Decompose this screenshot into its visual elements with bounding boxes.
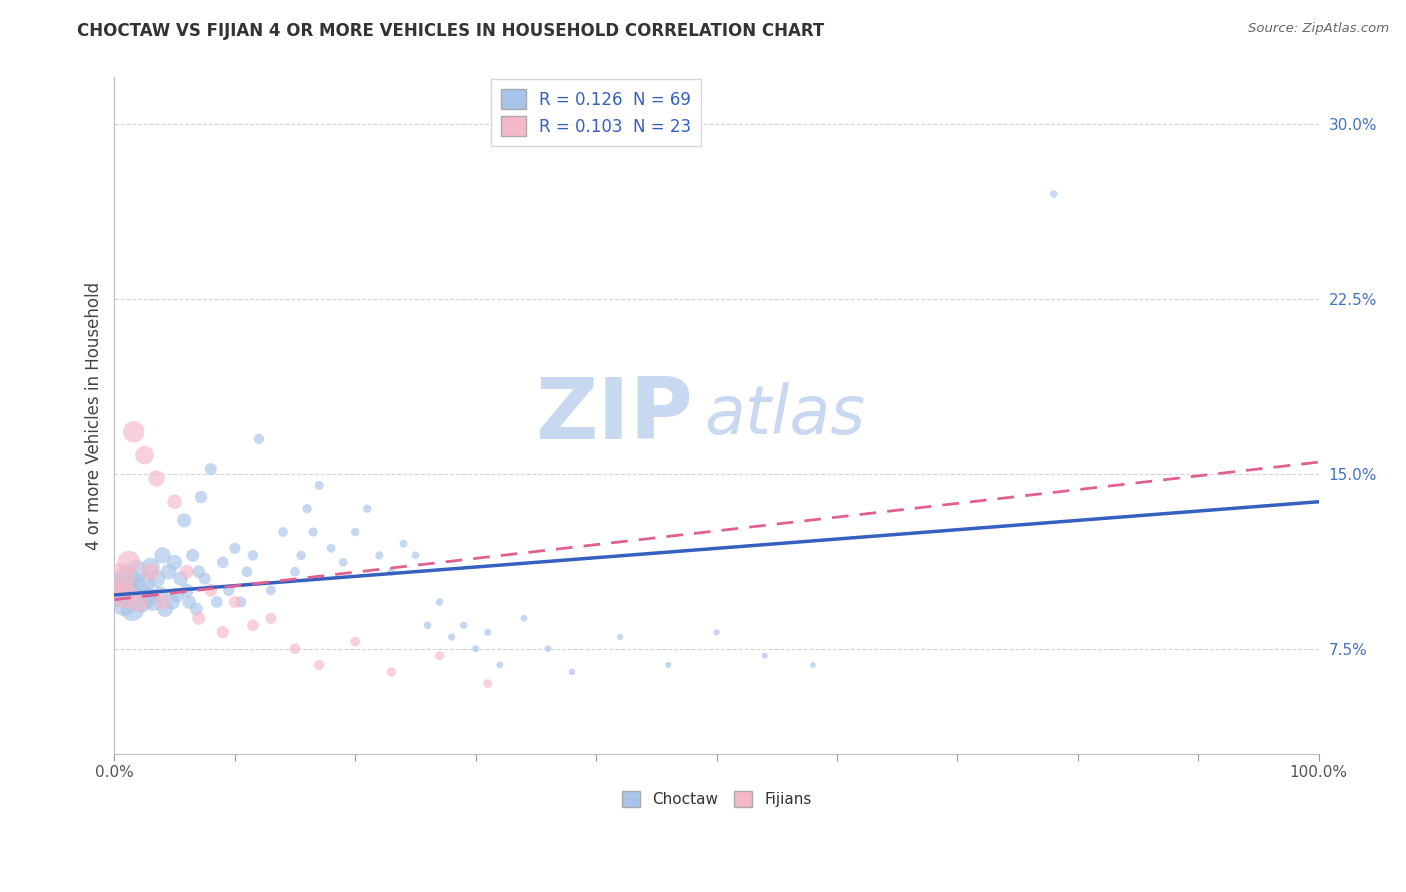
Point xyxy=(218,583,240,598)
Point xyxy=(302,524,325,539)
Point xyxy=(187,565,209,579)
Point xyxy=(163,555,186,569)
Point xyxy=(110,583,132,598)
Point xyxy=(429,648,451,663)
Point xyxy=(187,611,209,625)
Point xyxy=(1042,186,1064,201)
Point xyxy=(405,549,427,563)
Point xyxy=(177,595,200,609)
Point xyxy=(160,595,183,609)
Point xyxy=(344,524,367,539)
Point xyxy=(186,602,208,616)
Point xyxy=(513,611,536,625)
Point xyxy=(464,641,486,656)
Point xyxy=(134,576,156,591)
Point xyxy=(145,572,167,586)
Point xyxy=(754,648,776,663)
Point xyxy=(122,425,145,439)
Point xyxy=(561,665,583,679)
Point xyxy=(706,625,728,640)
Point xyxy=(657,657,679,672)
Point xyxy=(356,501,378,516)
Point xyxy=(152,595,174,609)
Text: atlas: atlas xyxy=(704,383,866,449)
Point xyxy=(112,595,135,609)
Point xyxy=(157,565,180,579)
Point xyxy=(295,501,318,516)
Point xyxy=(125,565,148,579)
Point xyxy=(321,541,343,556)
Point xyxy=(118,555,141,569)
Point xyxy=(453,618,475,632)
Point xyxy=(247,432,270,446)
Point xyxy=(229,595,252,609)
Point xyxy=(416,618,439,632)
Point xyxy=(332,555,354,569)
Point xyxy=(260,611,283,625)
Point xyxy=(166,588,188,602)
Point xyxy=(205,595,228,609)
Point xyxy=(190,490,212,504)
Point xyxy=(194,572,217,586)
Point xyxy=(121,602,143,616)
Point xyxy=(308,657,330,672)
Text: Source: ZipAtlas.com: Source: ZipAtlas.com xyxy=(1249,22,1389,36)
Point xyxy=(308,478,330,492)
Point xyxy=(149,588,172,602)
Point xyxy=(429,595,451,609)
Point xyxy=(477,676,499,690)
Text: ZIP: ZIP xyxy=(534,374,693,457)
Point xyxy=(801,657,824,672)
Point xyxy=(271,524,294,539)
Point xyxy=(142,595,165,609)
Point xyxy=(609,630,631,644)
Point xyxy=(537,641,560,656)
Point xyxy=(368,549,391,563)
Point xyxy=(112,588,135,602)
Point xyxy=(129,595,152,609)
Point xyxy=(260,583,283,598)
Point xyxy=(128,595,150,609)
Point xyxy=(200,583,222,598)
Text: CHOCTAW VS FIJIAN 4 OR MORE VEHICLES IN HOUSEHOLD CORRELATION CHART: CHOCTAW VS FIJIAN 4 OR MORE VEHICLES IN … xyxy=(77,22,824,40)
Point xyxy=(169,572,191,586)
Point xyxy=(211,555,233,569)
Point xyxy=(224,595,246,609)
Point xyxy=(152,549,174,563)
Point xyxy=(108,572,131,586)
Point xyxy=(176,565,198,579)
Point xyxy=(115,572,138,586)
Point xyxy=(284,641,307,656)
Point xyxy=(488,657,510,672)
Point xyxy=(211,625,233,640)
Point xyxy=(139,560,162,574)
Point xyxy=(344,634,367,648)
Point xyxy=(284,565,307,579)
Point xyxy=(145,471,167,485)
Point xyxy=(477,625,499,640)
Point xyxy=(139,565,162,579)
Legend: Choctaw, Fijians: Choctaw, Fijians xyxy=(616,785,817,814)
Point xyxy=(181,549,204,563)
Y-axis label: 4 or more Vehicles in Household: 4 or more Vehicles in Household xyxy=(86,281,103,549)
Point xyxy=(128,583,150,598)
Point xyxy=(200,462,222,476)
Point xyxy=(440,630,463,644)
Point xyxy=(176,583,198,598)
Point xyxy=(380,565,402,579)
Point xyxy=(242,549,264,563)
Point xyxy=(163,494,186,508)
Point xyxy=(392,537,415,551)
Point xyxy=(173,513,195,527)
Point xyxy=(236,565,259,579)
Point xyxy=(118,588,141,602)
Point xyxy=(242,618,264,632)
Point xyxy=(136,591,159,605)
Point xyxy=(134,448,156,462)
Point xyxy=(380,665,402,679)
Point xyxy=(224,541,246,556)
Point xyxy=(153,602,176,616)
Point xyxy=(290,549,312,563)
